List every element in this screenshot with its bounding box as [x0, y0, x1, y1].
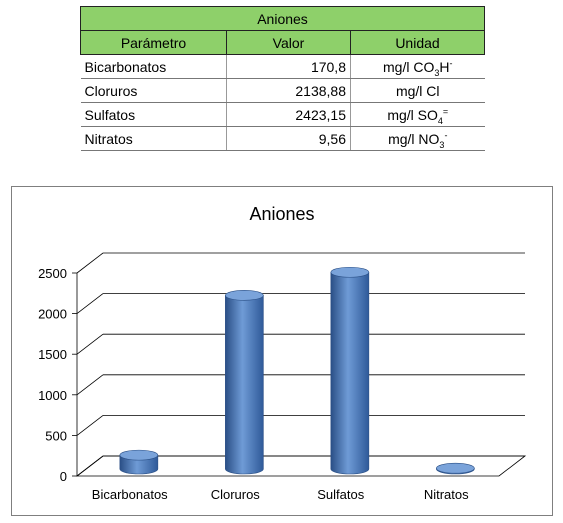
x-tick-label: Nitratos [424, 487, 469, 502]
unit-base: mg/l SO [387, 106, 438, 123]
unit-sup: = [442, 105, 449, 116]
y-tick-label: 2000 [38, 307, 67, 322]
table-row: Cloruros 2138,88 mg/l Cl [80, 78, 485, 103]
bar-cloruros [225, 295, 264, 475]
cell-parametro: Cloruros [80, 78, 227, 103]
x-tick-label: Bicarbonatos [92, 487, 168, 502]
table-row: Bicarbonatos 170,8 mg/l CO3H- [80, 54, 485, 79]
y-tick-label: 2500 [38, 266, 67, 281]
y-tick-label: 500 [45, 428, 67, 443]
cell-parametro: Nitratos [80, 126, 227, 151]
cell-unidad: mg/l NO3- [349, 126, 485, 151]
y-tick-label: 1500 [38, 347, 67, 362]
unit-tail: H [439, 58, 450, 75]
cell-valor: 170,8 [226, 54, 351, 79]
cell-valor: 2423,15 [226, 102, 351, 127]
bar-sulfatos [330, 271, 370, 475]
unit-sub: 4 [437, 115, 443, 126]
unit-base: mg/l NO [388, 130, 440, 147]
bar-top-cloruros [225, 290, 264, 301]
header-parametro: Parámetro [80, 30, 227, 55]
unit-sup: - [449, 57, 453, 68]
chart-frame: Aniones 0 500 1000 1500 2000 2500 Bicarbonatos… [11, 186, 553, 516]
gridline-wall [76, 252, 104, 274]
cell-unidad: mg/l Cl [349, 78, 485, 103]
table-row: Sulfatos 2423,15 mg/l SO4= [80, 102, 485, 127]
unit-sub: 3 [439, 139, 445, 150]
bar-top-nitratos [436, 462, 475, 474]
cell-valor: 9,56 [226, 126, 351, 151]
unit-base: mg/l CO [383, 58, 435, 75]
unit-sub: 3 [434, 67, 440, 78]
y-tick-label: 1000 [38, 388, 67, 403]
bar-bicarbonatos [119, 454, 159, 475]
cell-unidad: mg/l CO3H- [349, 54, 485, 79]
bar-chart: Aniones 0 500 1000 1500 2000 2500 Bicarbonatos… [38, 204, 527, 502]
header-unidad: Unidad [349, 30, 486, 55]
x-tick-label: Sulfatos [317, 487, 364, 502]
gridline-wall [76, 374, 104, 396]
unit-base: mg/l Cl [395, 82, 440, 99]
gridline-wall [76, 415, 104, 436]
x-tick-label: Cloruros [211, 487, 261, 502]
table-title: Aniones [79, 6, 486, 31]
cell-parametro: Bicarbonatos [80, 54, 227, 79]
gridline-wall [76, 293, 104, 314]
cell-parametro: Sulfatos [80, 102, 227, 127]
table-row: Nitratos 9,56 mg/l NO3- [80, 126, 485, 151]
chart-title: Aniones [249, 204, 314, 224]
anion-table: Aniones Parámetro Valor Unidad Bicarbona… [79, 6, 486, 151]
y-tick-label: 0 [60, 469, 67, 484]
unit-sup: - [444, 129, 448, 140]
bar-top-bicarbonatos [119, 449, 159, 461]
gridline-wall [76, 333, 104, 355]
bar-top-sulfatos [330, 266, 370, 278]
gridline-wall [76, 455, 104, 477]
header-valor: Valor [226, 30, 351, 55]
cell-valor: 2138,88 [226, 78, 351, 103]
cell-unidad: mg/l SO4= [349, 102, 485, 127]
